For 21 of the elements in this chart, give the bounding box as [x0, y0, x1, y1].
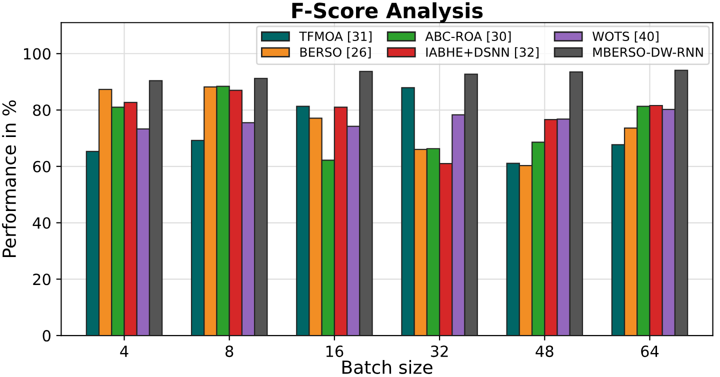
x-tick-label: 16	[326, 346, 344, 358]
x-tick-label: 4	[120, 346, 128, 357]
y-axis-title: Performance in %	[2, 100, 16, 258]
legend-label: MBERSO-DW-RNN	[593, 47, 703, 57]
legend-label: IABHE+DSNN [32]	[426, 47, 539, 58]
y-tick-label: 100	[24, 48, 50, 60]
legend-label: BERSO [26]	[300, 47, 371, 58]
y-tick-label: 20	[33, 274, 50, 286]
legend-label: ABC-ROA [30]	[425, 31, 511, 43]
legend-label: TFMOA [31]	[299, 31, 372, 43]
y-tick-label: 80	[33, 104, 50, 116]
x-axis-title: Batch size	[342, 360, 432, 374]
x-tick-label: 32	[430, 346, 448, 358]
y-tick-label: 40	[32, 217, 50, 229]
chart-title: F-Score Analysis	[292, 2, 483, 23]
y-tick-label: 60	[33, 160, 50, 172]
x-tick-label: 64	[641, 346, 659, 358]
y-tick-label: 0	[42, 330, 50, 342]
legend-label: WOTS [40]	[592, 31, 658, 43]
x-tick-label: 48	[536, 346, 554, 358]
x-tick-label: 8	[226, 346, 234, 358]
